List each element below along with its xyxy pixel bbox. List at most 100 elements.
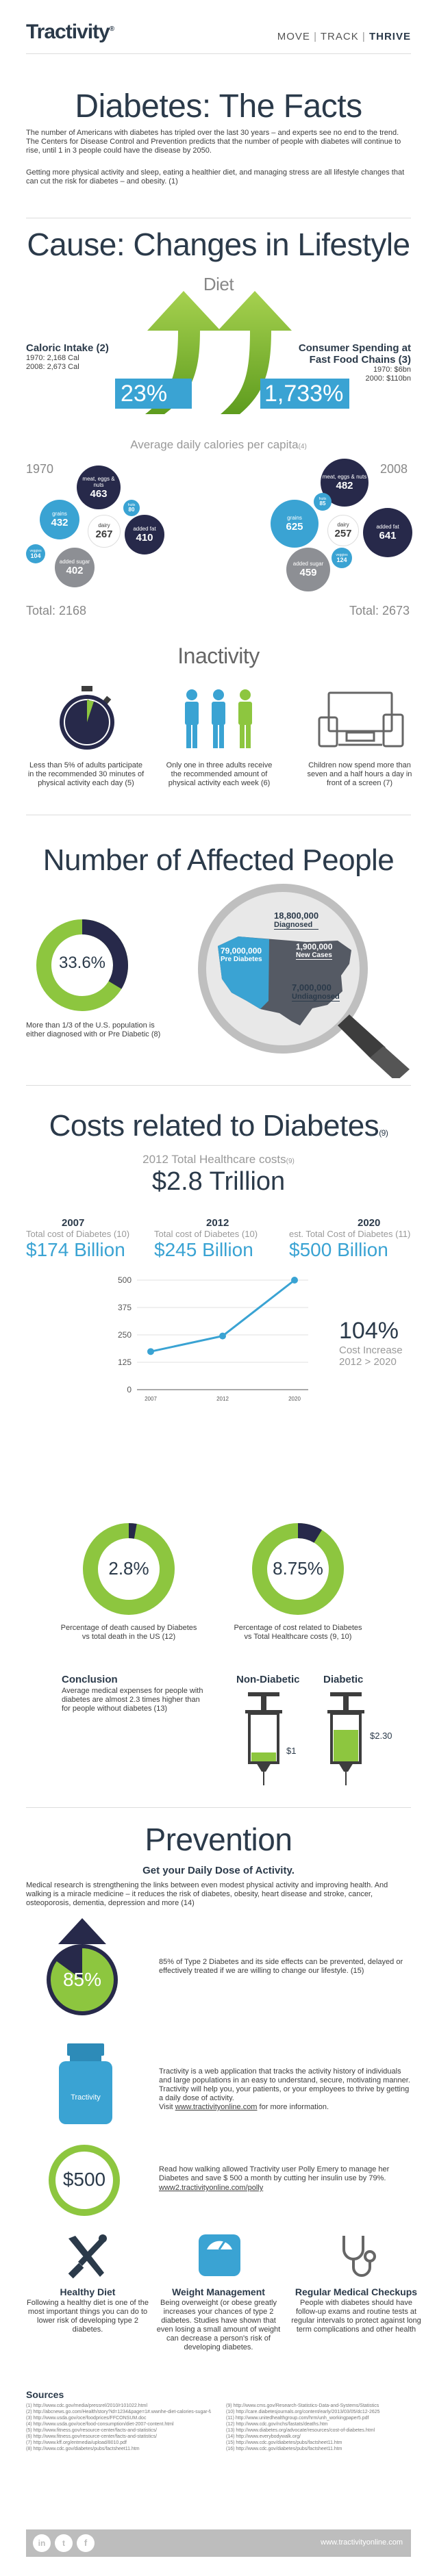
affected-donut-value: 33.6% [58, 954, 106, 972]
year-2008: 2008 [380, 462, 408, 476]
spending-pct: 1,733% [264, 381, 344, 407]
chart-series-line [150, 1279, 295, 1353]
cost-donut-arc [252, 1523, 344, 1615]
pre-diabetes-region [218, 936, 269, 1009]
nondiabetic-label: Non-Diabetic [236, 1674, 300, 1685]
nondiabetic-cost: $1 [286, 1746, 297, 1756]
bubble-2008-fat: added fat 641 [363, 508, 412, 557]
costs-title-text: Costs related to Diabetes [49, 1109, 379, 1143]
logo[interactable]: Tractivity® [26, 21, 114, 44]
bubble-label: veggies [29, 548, 42, 553]
cost-year: 2007 [62, 1217, 85, 1229]
caloric-title: Caloric Intake (2) [26, 342, 109, 354]
pre-diabetes-label-group: 79,000,000 Pre Diabetes [221, 946, 262, 963]
tractivity-text: Tractivity is a web application that tra… [159, 2067, 410, 2102]
undiagnosed-number: 7,000,000 [292, 982, 332, 993]
bubble-value: 482 [336, 480, 353, 492]
tractivity-visit: Visit www.tractivityonline.com for more … [159, 2103, 412, 2112]
tip-checkups-text: People with diabetes should have follow-… [291, 2299, 421, 2334]
savings-link[interactable]: www2.tractivityonline.com/polly [159, 2184, 264, 2192]
screens-icon [318, 691, 404, 748]
sources-title: Sources [26, 2389, 64, 2400]
undiagnosed-label: Undiagnosed [292, 993, 340, 1002]
tractivity-link[interactable]: www.tractivityonline.com [175, 2103, 258, 2111]
source-item[interactable]: (2) http://abcnews.go.com/Health/story?i… [26, 2410, 211, 2414]
magnifier-handle [338, 1015, 386, 1060]
prevention-intro: Medical research is strengthening the li… [26, 1881, 388, 1907]
bubble-2008-grains: grains 625 [271, 500, 319, 548]
stopwatch-icon [60, 686, 114, 750]
nav-thrive[interactable]: THRIVE [369, 31, 411, 42]
bubble-2008-fruits: fruits 85 [314, 493, 332, 511]
bubble-label: veggies [336, 552, 348, 557]
logo-text: Tractivity [26, 21, 110, 43]
bubble-value: 625 [286, 521, 303, 533]
cost-donut-caption: Percentage of cost related to Diabetes v… [234, 1624, 362, 1641]
bubble-value: 402 [66, 565, 84, 576]
source-item[interactable]: (10) http://care.diabetesjournals.org/co… [226, 2410, 380, 2414]
bubble-label: dairy [98, 522, 110, 528]
bubble-1970-dairy: dairy 267 [88, 515, 121, 548]
source-item[interactable]: (11) http://www.unitedhealthgroup.com/hr… [226, 2416, 369, 2421]
social-twitter-icon[interactable]: t [55, 2534, 73, 2552]
conclusion-text: Average medical expenses for people with… [62, 1687, 203, 1713]
source-item[interactable]: (13) http://www.diabetes.org/advocate/re… [226, 2428, 375, 2433]
source-item[interactable]: (12) http://www.cdc.gov/nchs/fastats/dea… [226, 2422, 328, 2427]
source-item[interactable]: (16) http://www.cdc.gov/diabetes/pubs/fa… [226, 2447, 342, 2451]
social-linkedin-icon[interactable]: in [33, 2534, 51, 2552]
tractivity-bottle-label: Tractivity [71, 2093, 101, 2102]
new-cases-number: 1,900,000 [296, 942, 333, 952]
total-2008: Total: 2673 [349, 604, 410, 617]
spending-line-1970: 1970: $6bn [373, 366, 411, 374]
cost-line-chart: 500 375 250 125 0 2007 2012 2020 [118, 1275, 308, 1402]
source-item[interactable]: (8) http://www.cdc.gov/diabetes/pubs/fac… [26, 2447, 140, 2451]
us-map-magnifier [198, 884, 410, 1078]
cost-year: 2012 [206, 1217, 229, 1229]
costs-title: Costs related to Diabetes(9) [0, 1109, 437, 1143]
social-facebook-icon[interactable]: f [77, 2534, 95, 2552]
bubble-value: 124 [336, 556, 347, 563]
source-item[interactable]: (4) http://www.usda.gov/oce/food-consump… [26, 2422, 174, 2427]
bubble-label: meat, eggs & nuts [82, 475, 115, 488]
source-item[interactable]: (6) http://www.fitness.gov/resource-cent… [26, 2434, 158, 2439]
tip-healthy-diet-text: Following a healthy diet is one of the m… [27, 2299, 149, 2334]
inactivity-text-3: Children now spend more than seven and a… [307, 761, 412, 787]
bubble-label: added sugar [59, 559, 90, 565]
nav-track[interactable]: TRACK [320, 31, 359, 42]
bubble-label: grains [287, 515, 302, 521]
source-item[interactable]: (3) http://www.usda.gov/oce/foodprices/F… [26, 2416, 147, 2421]
source-item[interactable]: (15) http://www.cdc.gov/diabetes/pubs/fa… [226, 2440, 342, 2445]
death-donut-caption: Percentage of death caused by Diabetes v… [60, 1624, 197, 1641]
death-donut-value: 2.8% [108, 1558, 149, 1579]
caloric-line-2008: 2008: 2,673 Cal [26, 363, 79, 371]
inactivity-text-2: Only one in three adults receive the rec… [166, 761, 273, 787]
bubble-value: 80 [128, 507, 135, 513]
bubble-label: added fat [133, 526, 156, 532]
bubble-label: added fat [376, 524, 399, 530]
new-cases-label-group: 1,900,000 New Cases [296, 942, 333, 960]
new-cases-label: New Cases [296, 952, 333, 960]
caloric-pct: 23% [121, 381, 168, 407]
cost-year-2012: 2012 Total cost of Diabetes (10) $245 Bi… [154, 1217, 284, 1261]
chart-x-tick-label: 2007 [145, 1396, 157, 1402]
utensils-icon [68, 2234, 107, 2279]
source-item[interactable]: (9) http://www.cms.gov/Research-Statisti… [226, 2403, 379, 2408]
prevention-85-wedge [50, 1948, 114, 2011]
sources-right: (9) http://www.cms.gov/Research-Statisti… [226, 2403, 411, 2452]
nav-move[interactable]: MOVE [277, 31, 310, 42]
bubble-2008-sugar: added sugar 459 [286, 548, 330, 591]
source-item[interactable]: (7) http://www.kff.org/entmedia/upload/8… [26, 2440, 127, 2445]
diagnosed-label-group: 18,800,000 Diagnosed [274, 910, 319, 930]
bubble-2008-dairy: dairy 257 [327, 515, 359, 546]
source-item[interactable]: (14) http://www.everybodywalk.org/ [226, 2434, 301, 2439]
inactivity-text-1: Less than 5% of adults participate in th… [27, 761, 145, 787]
source-item[interactable]: (5) http://www.fitness.gov/resource-cent… [26, 2428, 158, 2433]
source-item[interactable]: (1) http://www.cdc.gov/media/pressrel/20… [26, 2403, 148, 2408]
cause-title: Cause: Changes in Lifestyle [27, 227, 410, 262]
footer-url[interactable]: www.tractivityonline.com [321, 2538, 403, 2547]
fastfood-spending: Consumer Spending at Fast Food Chains (3… [274, 342, 411, 383]
total-1970: Total: 2168 [26, 604, 87, 617]
affected-title: Number of Affected People [42, 843, 395, 877]
sources-left: (1) http://www.cdc.gov/media/pressrel/20… [26, 2403, 211, 2452]
bubble-value: 410 [136, 532, 153, 544]
